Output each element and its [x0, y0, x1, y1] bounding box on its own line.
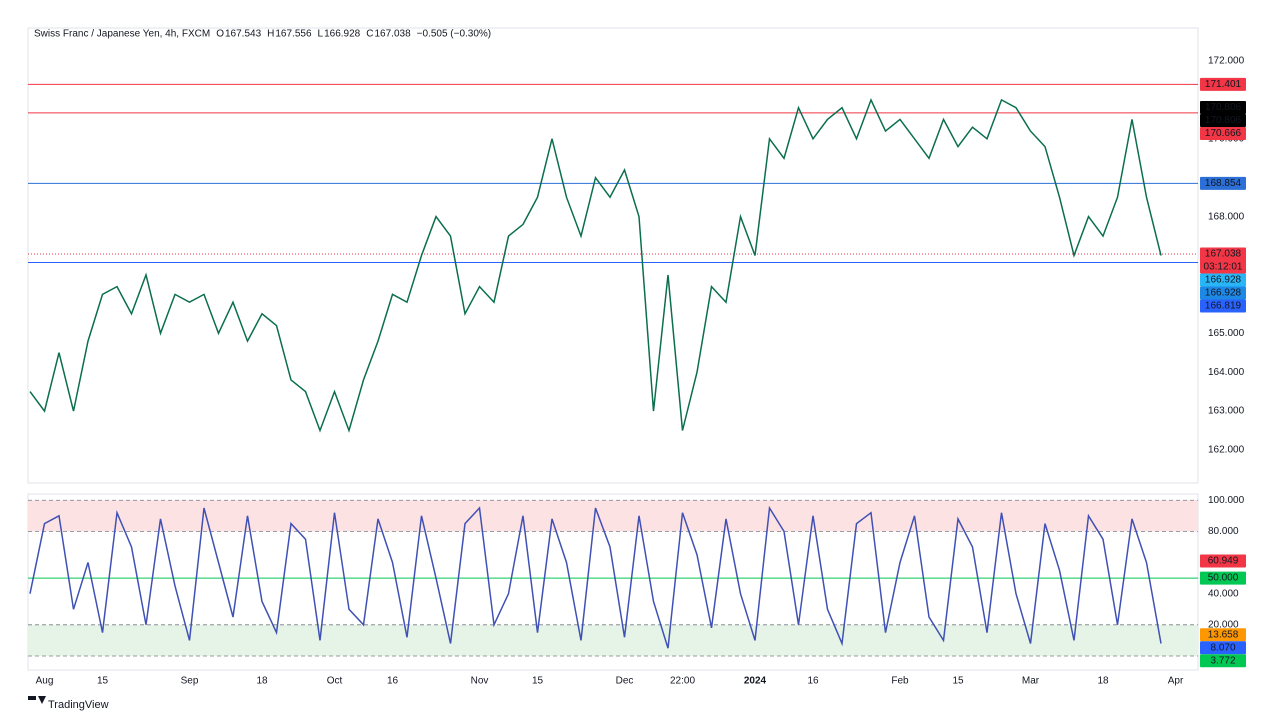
price-label: 50.000 — [1208, 573, 1239, 584]
price-label-bg — [1200, 571, 1246, 585]
ohlc-letter: C — [366, 29, 373, 40]
price-label-bg — [1200, 176, 1246, 190]
price-label: 170.806 — [1205, 115, 1242, 126]
series-line — [29, 97, 1162, 433]
x-tick-label: 15 — [952, 676, 964, 687]
countdown: 03:12:01 — [1204, 262, 1243, 273]
price-label: 170.806 — [1205, 102, 1242, 113]
x-tick-label: Aug — [36, 676, 54, 687]
x-tick-label: 15 — [532, 676, 544, 687]
price-label-bg — [1200, 126, 1246, 140]
x-tick-label: 2024 — [744, 676, 767, 687]
price-label-bg — [1200, 286, 1246, 300]
y-tick-label: 164.000 — [1208, 367, 1245, 378]
price-label: 168.854 — [1205, 178, 1242, 189]
x-tick-label: Oct — [327, 676, 343, 687]
x-tick-label: Feb — [891, 676, 909, 687]
x-tick-label: Sep — [181, 676, 199, 687]
x-tick-label: 22:00 — [670, 676, 695, 687]
change: −0.505 (−0.30%) — [417, 29, 492, 40]
y-tick-label: 162.000 — [1208, 445, 1245, 456]
y-tick-label: 165.000 — [1208, 328, 1245, 339]
price-label-bg — [1200, 628, 1246, 642]
ohlc-value: 167.038 — [374, 29, 411, 40]
ohlc-value: 167.556 — [275, 29, 312, 40]
y-tick-label: 20.000 — [1208, 619, 1239, 630]
y-tick-label: 168.000 — [1208, 211, 1245, 222]
ohlc-letter: O — [216, 29, 224, 40]
price-label-bg — [1200, 641, 1246, 655]
price-label: 167.038 — [1205, 249, 1242, 260]
price-label: 8.070 — [1210, 642, 1235, 653]
price-label: 166.819 — [1205, 301, 1242, 312]
y-tick-label: 163.000 — [1208, 406, 1245, 417]
x-tick-label: 18 — [1097, 676, 1109, 687]
price-label: 166.928 — [1205, 275, 1242, 286]
x-tick-label: Nov — [471, 676, 489, 687]
price-label-bg — [1200, 77, 1246, 91]
price-label: 13.658 — [1208, 629, 1239, 640]
price-label-bg — [1200, 554, 1246, 568]
x-tick-label: Dec — [616, 676, 634, 687]
brand-logo — [28, 696, 46, 704]
brand: TradingView — [48, 699, 109, 711]
price-label: 60.949 — [1208, 556, 1239, 567]
x-tick-label: 18 — [256, 676, 268, 687]
symbol-title: Swiss Franc / Japanese Yen, 4h, FXCM — [34, 29, 210, 40]
y-tick-label: 40.000 — [1208, 588, 1239, 599]
band — [28, 500, 1198, 532]
y-tick-label: 100.000 — [1208, 495, 1245, 506]
price-label-bg — [1200, 654, 1246, 668]
x-tick-label: 15 — [97, 676, 109, 687]
price-label-bg — [1200, 100, 1246, 114]
band — [28, 624, 1198, 656]
price-panel — [27, 27, 1199, 484]
x-tick-label: Mar — [1022, 676, 1040, 687]
oscillator-panel — [27, 493, 1199, 671]
price-label-bg — [1200, 247, 1246, 274]
price-label: 3.772 — [1210, 655, 1235, 666]
header: Swiss Franc / Japanese Yen, 4h, FXCM — [34, 29, 210, 40]
price-label-bg — [1200, 113, 1246, 127]
ohlc-value: 167.543 — [225, 29, 262, 40]
x-tick-label: Apr — [1168, 676, 1184, 687]
ohlc-letter: L — [318, 29, 324, 40]
price-label: 170.666 — [1205, 128, 1242, 139]
series-line — [29, 505, 1162, 649]
y-tick-label: 172.000 — [1208, 56, 1245, 67]
y-tick-label: 80.000 — [1208, 526, 1239, 537]
price-label-bg — [1200, 273, 1246, 287]
ohlc-value: 166.928 — [324, 29, 361, 40]
price-label: 171.401 — [1205, 79, 1242, 90]
ohlc-letter: H — [267, 29, 274, 40]
x-tick-label: 16 — [387, 676, 399, 687]
x-tick-label: 16 — [807, 676, 819, 687]
price-label-bg — [1200, 299, 1246, 313]
price-label: 166.928 — [1205, 288, 1242, 299]
